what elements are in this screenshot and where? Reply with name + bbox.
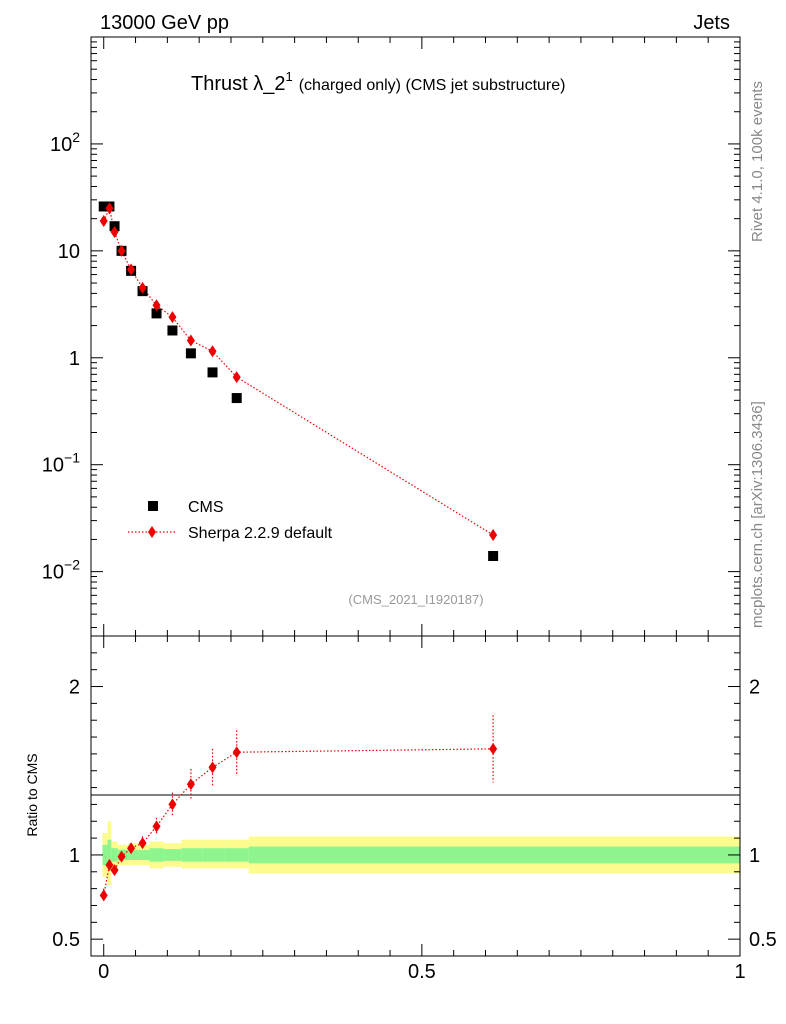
xtick-label: 0.5 xyxy=(408,961,436,983)
sherpa-point xyxy=(208,345,217,358)
main-x-ticks xyxy=(103,37,741,636)
ratio-frame xyxy=(90,635,741,957)
inner-band xyxy=(149,848,164,862)
ratio-ytick-label-left: 2 xyxy=(69,677,80,699)
main-ytick-label-exp: 2 xyxy=(72,129,80,145)
cms-point xyxy=(167,325,178,336)
sherpa-point xyxy=(105,202,114,215)
cms-point xyxy=(185,348,196,359)
plot-title: Thrust λ_21 (charged only) (CMS jet subst… xyxy=(191,69,565,95)
sherpa-point xyxy=(152,299,161,312)
legend-sherpa-marker xyxy=(148,526,156,538)
inner-band xyxy=(163,849,182,861)
ratio-ylabel: Ratio to CMS xyxy=(24,753,40,836)
cms-point xyxy=(488,551,499,561)
rivet-label: Rivet 4.1.0, 100k events xyxy=(749,81,766,242)
ratio-x-ticks: 0 0.5 1 xyxy=(98,636,746,983)
sherpa-point xyxy=(117,244,126,257)
header-right: Jets xyxy=(693,12,730,34)
ratio-data xyxy=(99,715,498,903)
sherpa-ratio-line xyxy=(103,748,494,896)
legend: CMS Sherpa 2.2.9 default xyxy=(128,499,333,542)
xtick-label: 1 xyxy=(734,961,745,983)
inner-band xyxy=(111,848,118,862)
sherpa-point xyxy=(99,215,108,228)
plot-title-main: Thrust λ_2 xyxy=(191,73,285,95)
sherpa-ratio-point xyxy=(186,778,195,791)
main-ytick-label-base: 10 xyxy=(50,134,72,156)
ratio-y-ticks: 0.5 0.5 1 1 2 2 xyxy=(52,652,777,951)
inner-band xyxy=(202,848,225,862)
sherpa-ratio-point xyxy=(152,820,161,833)
sherpa-ratio-point xyxy=(127,842,136,855)
ratio-ytick-label-left: 1 xyxy=(69,845,80,867)
inner-band xyxy=(224,848,249,862)
sherpa-ratio-point xyxy=(99,889,108,902)
main-ytick-label-base: 10 xyxy=(58,241,80,263)
main-ytick-label-base: 1 xyxy=(69,348,80,370)
ratio-panel: 0.5 0.51 12 2 0 0.5 1 Ratio to CMS xyxy=(24,635,777,983)
analysis-id: (CMS_2021_I1920187) xyxy=(348,592,483,607)
main-ytick-label-exp: −1 xyxy=(64,450,80,466)
main-ytick-label: 10−1 xyxy=(42,450,80,477)
sherpa-point xyxy=(168,311,177,324)
sherpa-ratio-point xyxy=(110,864,119,877)
sherpa-ratio-point xyxy=(105,859,114,872)
ratio-ytick-label-left: 0.5 xyxy=(52,929,80,951)
sherpa-point xyxy=(489,529,498,542)
sherpa-point xyxy=(232,371,241,384)
plot-title-sup: 1 xyxy=(285,69,292,84)
main-ytick-label-exp: −2 xyxy=(64,557,80,573)
sherpa-ratio-point xyxy=(208,761,217,774)
sherpa-ratio-point xyxy=(138,837,147,850)
cms-point xyxy=(231,393,242,404)
sherpa-point xyxy=(138,281,147,294)
ratio-ytick-label-right: 1 xyxy=(749,845,760,867)
sherpa-point xyxy=(127,263,136,276)
ratio-ytick-label-right: 2 xyxy=(749,677,760,699)
main-ytick-label-base: 10 xyxy=(42,562,64,584)
main-ytick-label-base: 10 xyxy=(42,455,64,477)
main-ytick-label: 102 xyxy=(50,129,80,156)
inner-band xyxy=(181,848,203,862)
ratio-ytick-label-right: 0.5 xyxy=(749,929,777,951)
main-ytick-label: 1 xyxy=(69,348,80,370)
cms-point xyxy=(98,201,109,212)
sherpa-point xyxy=(186,334,195,347)
sherpa-line xyxy=(103,206,494,536)
legend-cms-marker xyxy=(148,501,158,511)
inner-band xyxy=(107,839,112,871)
mcplots-label: mcplots.cern.ch [arXiv:1306.3436] xyxy=(749,401,766,628)
ratio-bands xyxy=(102,821,740,886)
inner-band xyxy=(138,849,150,860)
plot-title-rest: (charged only) (CMS jet substructure) xyxy=(299,77,566,94)
legend-sherpa-label: Sherpa 2.2.9 default xyxy=(188,525,333,542)
xtick-label: 0 xyxy=(98,961,109,983)
sherpa-ratio-point xyxy=(168,798,177,811)
main-ytick-label: 10 xyxy=(58,241,80,263)
sherpa-ratio-point xyxy=(489,742,498,755)
cms-point xyxy=(151,308,162,319)
main-ytick-label: 10−2 xyxy=(42,557,80,584)
main-panel: Thrust λ_21(charged only) (CMS jet subst… xyxy=(42,36,741,637)
cms-point xyxy=(207,367,218,378)
inner-band xyxy=(102,844,108,866)
sherpa-ratio-point xyxy=(232,746,241,759)
header-left: 13000 GeV pp xyxy=(100,12,229,34)
sherpa-point xyxy=(110,226,119,239)
inner-band xyxy=(248,846,740,864)
legend-cms-label: CMS xyxy=(188,499,224,516)
main-data xyxy=(98,201,499,561)
sherpa-ratio-point xyxy=(117,850,126,863)
inner-band xyxy=(129,849,139,860)
